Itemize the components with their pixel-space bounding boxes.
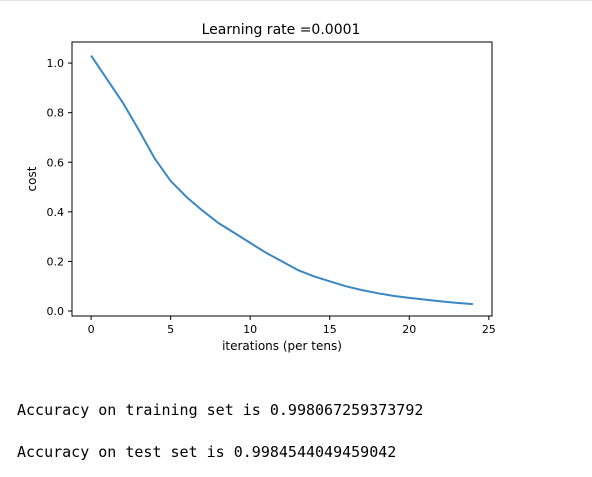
y-tick-label: 0.8: [47, 107, 65, 120]
y-tick-label: 0.2: [47, 255, 65, 268]
chart-svg: Learning rate =0.0001 0 5 10 15 20 25 0.00.20…: [25, 22, 496, 353]
x-tick-label: 10: [243, 323, 257, 336]
training-accuracy-output: Accuracy on training set is 0.9980672593…: [17, 401, 424, 419]
cost-chart: Learning rate =0.0001 0 5 10 15 20 25 0.0 0.2 0…: [25, 22, 496, 353]
x-tick-label: 20: [402, 323, 416, 336]
x-axis-ticks: 0 5 10 15 20 25: [88, 316, 496, 336]
x-tick-label: 5: [167, 323, 174, 336]
x-tick-label: 0: [88, 323, 95, 336]
plot-area-frame: [71, 41, 493, 317]
chart-title: Learning rate =0.0001: [202, 22, 361, 38]
cost-series-line: [90, 55, 473, 306]
x-axis-label: iterations (per tens): [222, 339, 342, 353]
y-tick-label: 1.0: [47, 57, 65, 70]
y-tick-label: 0.6: [47, 156, 65, 169]
cell-top-border: [0, 0, 592, 1]
x-tick-label: 25: [482, 323, 496, 336]
y-tick-label: 0.4: [47, 206, 65, 219]
test-accuracy-output: Accuracy on test set is 0.99845440494590…: [17, 443, 397, 461]
y-tick-label: 0.0: [47, 305, 65, 318]
y-axis-ticks: 0.0 0.2 0.4 0.6 0.8 1.0: [47, 57, 72, 318]
y-axis-label: cost: [25, 166, 39, 191]
x-tick-label: 15: [323, 323, 337, 336]
